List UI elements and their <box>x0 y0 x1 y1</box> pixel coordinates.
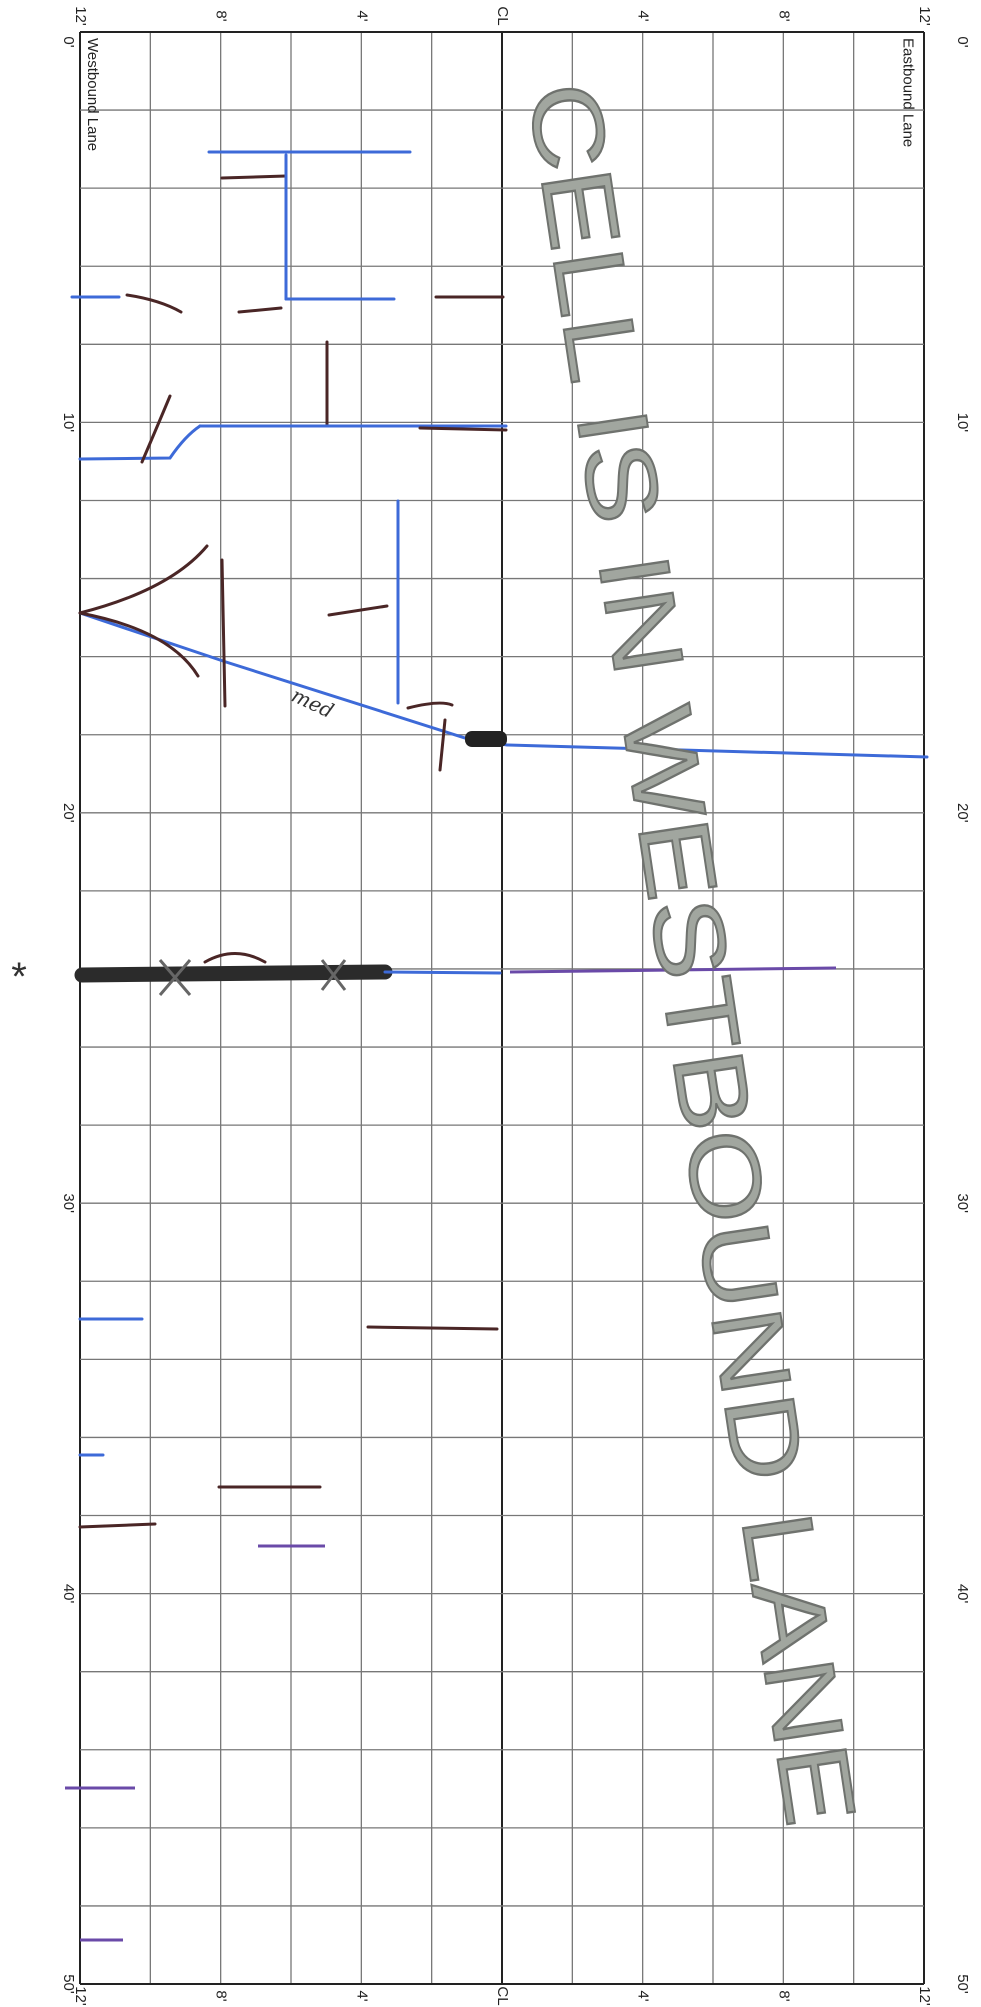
top-scale-label: 12' <box>916 6 933 26</box>
bottom-scale-label: CL <box>494 1986 511 2005</box>
lane-label: Westbound Lane <box>84 38 101 151</box>
bottom-scale-label: 12' <box>72 1986 89 2006</box>
right-scale-label: 20' <box>954 803 971 823</box>
patch <box>465 731 507 747</box>
left-scale-label: 30' <box>60 1193 77 1213</box>
top-scale-label: 8' <box>213 10 230 21</box>
sketch <box>65 150 929 1942</box>
left-scale-label: 50' <box>60 1974 77 1994</box>
bottom-scale-label: 8' <box>775 1990 792 2001</box>
bottom-scale-label: 4' <box>353 1990 370 2001</box>
top-scale-label: 4' <box>353 10 370 21</box>
top-scale-label: 8' <box>775 10 792 21</box>
right-scale-label: 50' <box>954 1974 971 1994</box>
bottom-scale-label: 12' <box>916 1986 933 2006</box>
grid <box>79 31 925 1985</box>
top-scale-label: 4' <box>635 10 652 21</box>
lane-label: Eastbound Lane <box>900 38 917 147</box>
top-scale-label: 12' <box>72 6 89 26</box>
top-scale-label: CL <box>494 6 511 25</box>
scale-labels: 12' 8' 4' CL 4' 8' 12' 12' 8' 4' CL 4' 8' 12' 0' 10' 20'… <box>60 6 971 2006</box>
bottom-scale-label: 8' <box>213 1990 230 2001</box>
left-scale-label: 10' <box>60 413 77 433</box>
left-scale-label: 0' <box>60 36 77 47</box>
right-scale-label: 0' <box>954 36 971 47</box>
right-scale-label: 40' <box>954 1584 971 1604</box>
left-scale-label: 20' <box>60 803 77 823</box>
right-scale-label: 30' <box>954 1193 971 1213</box>
bottom-scale-label: 4' <box>635 1990 652 2001</box>
right-scale-label: 10' <box>954 413 971 433</box>
asterisk: * <box>11 955 27 999</box>
left-scale-label: 40' <box>60 1584 77 1604</box>
